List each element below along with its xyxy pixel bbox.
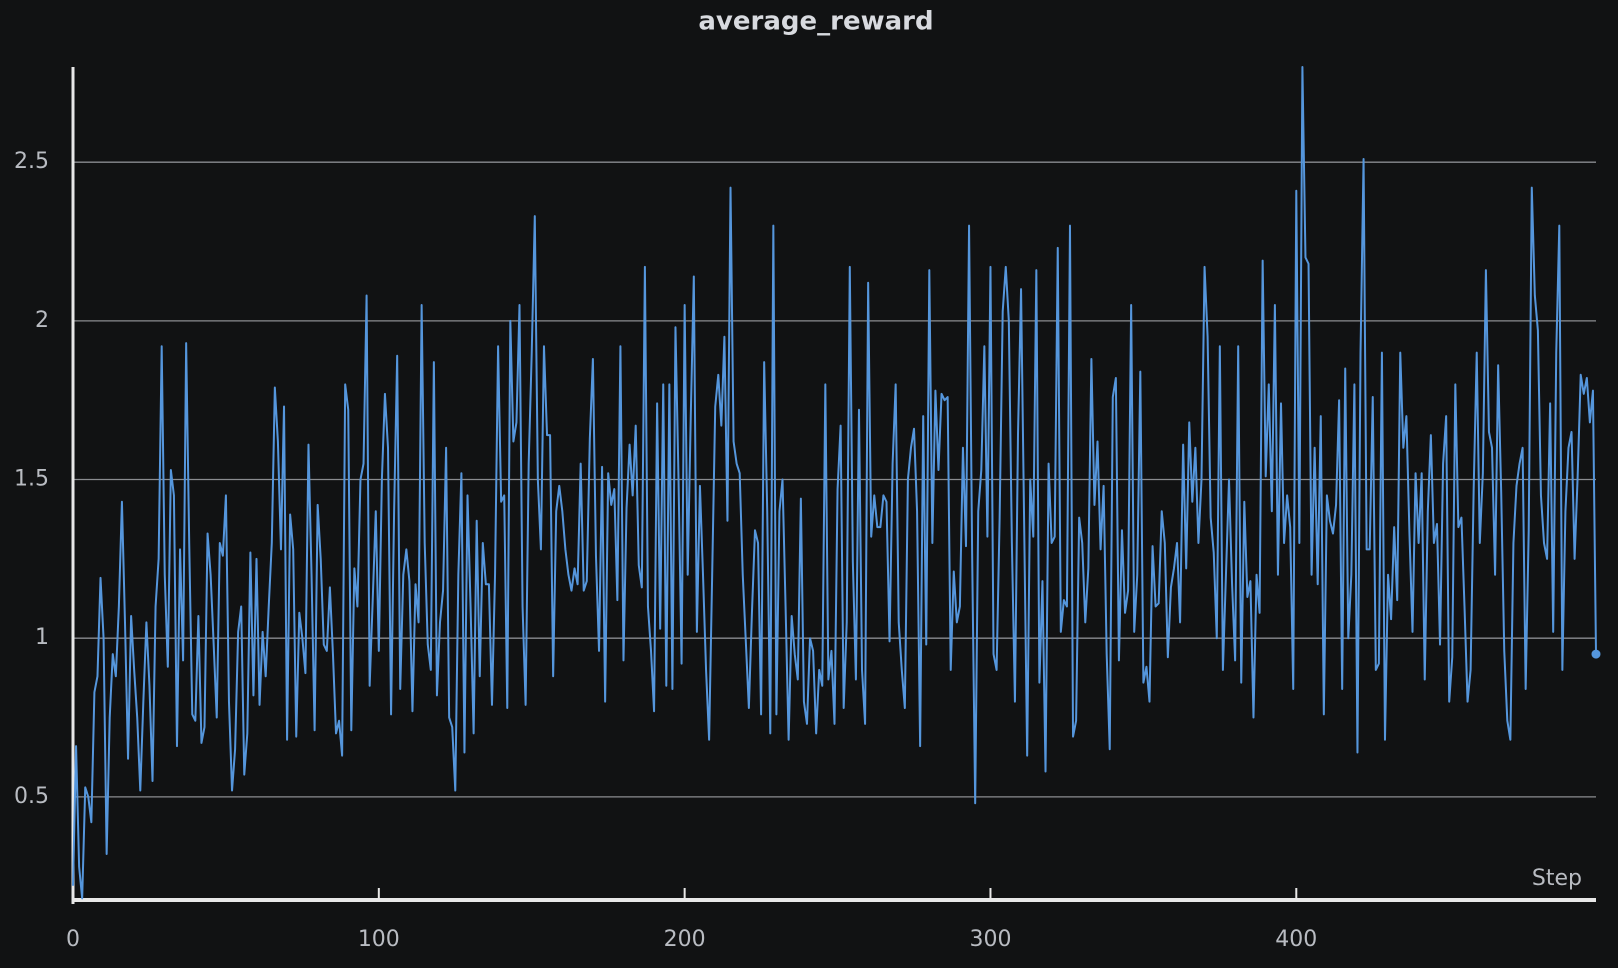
x-axis-label: Step [1532,866,1582,891]
last-point [1591,649,1601,659]
x-tick-label: 0 [66,927,80,952]
x-tick-label: 300 [969,927,1011,952]
y-tick-label: 0.5 [14,784,49,809]
y-tick-label: 1 [35,625,49,650]
x-tick-label: 400 [1275,927,1317,952]
y-tick-label: 1.5 [14,467,49,492]
x-tick-label: 100 [358,927,400,952]
x-tick-label: 200 [664,927,706,952]
y-tick-label: 2 [35,308,49,333]
y-tick-label: 2.5 [14,149,49,174]
chart-title: average_reward [698,7,933,37]
series-line [72,66,1597,900]
